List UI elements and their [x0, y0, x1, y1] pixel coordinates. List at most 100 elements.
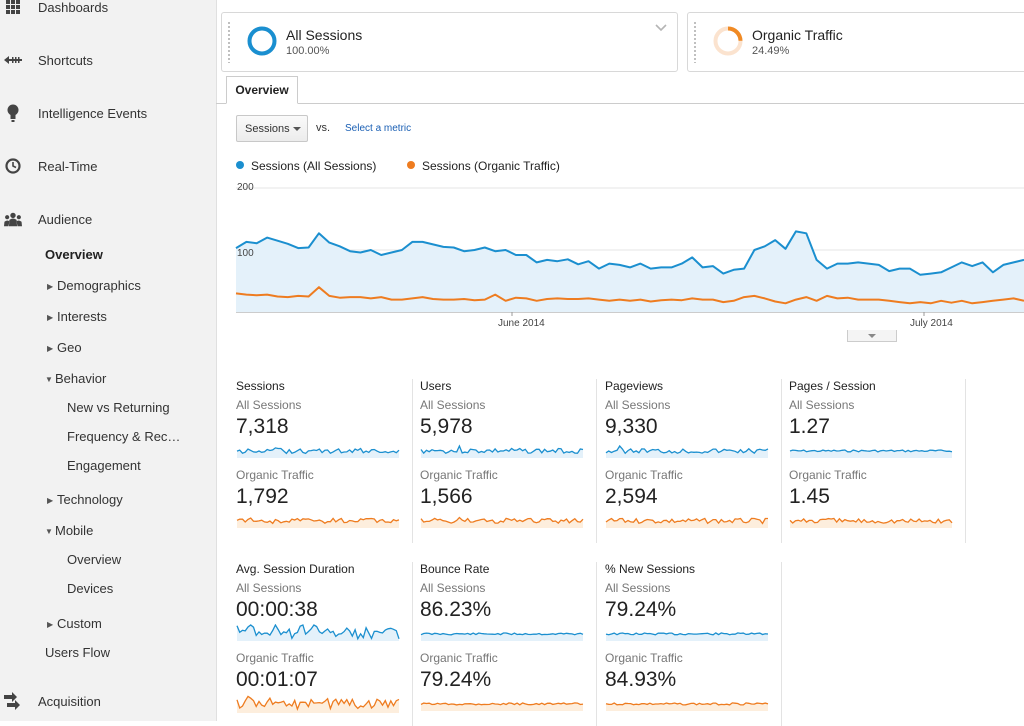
sparkline-area	[606, 518, 768, 528]
sparkline-area	[606, 446, 768, 458]
metric-value: 9,330	[605, 415, 658, 438]
metric-value: 5,978	[420, 415, 473, 438]
scorecard-sessions[interactable]: Sessions All Sessions 7,318 Organic Traf…	[236, 379, 413, 543]
segment-label: All Sessions	[420, 398, 486, 412]
metric-value: 1,566	[420, 485, 473, 508]
people-icon	[4, 210, 22, 228]
metric-dropdown[interactable]: Sessions	[236, 115, 308, 142]
sparkline-line	[420, 632, 584, 636]
segment-name: All Sessions	[286, 27, 363, 43]
metric-value: 86.23%	[420, 598, 492, 621]
collapse-arrow-icon: ▼	[45, 375, 53, 384]
sparkline-area	[421, 446, 583, 458]
series-line-all-sessions[interactable]	[235, 230, 1024, 276]
sparkline-all-sessions	[236, 447, 400, 458]
segment-card-organic-traffic[interactable]: Organic Traffic 24.49%	[687, 12, 1024, 72]
nav-behavior[interactable]: ▼ Behavior	[45, 371, 106, 386]
metric-dropdown-value: Sessions	[245, 123, 290, 135]
sparkline-line	[789, 449, 953, 453]
sparkline-all-sessions	[420, 632, 584, 641]
metric-value: 1.45	[789, 485, 830, 508]
scorecard-new-sessions[interactable]: % New Sessions All Sessions 79.24% Organ…	[605, 562, 782, 726]
segment-label: All Sessions	[789, 398, 855, 412]
scorecard-title: Users	[420, 379, 452, 393]
sparkline-area	[790, 518, 952, 528]
nav-custom[interactable]: ▶ Custom	[47, 616, 102, 631]
nav-frequency-recency[interactable]: Frequency & Rec…	[67, 429, 181, 444]
expand-arrow-icon: ▶	[47, 313, 54, 322]
nav-dashboards[interactable]: Dashboards	[0, 0, 216, 22]
nav-devices[interactable]: Devices	[67, 581, 114, 596]
scorecard-bounce-rate[interactable]: Bounce Rate All Sessions 86.23% Organic …	[420, 562, 597, 726]
scorecard-pages-per-session[interactable]: Pages / Session All Sessions 1.27 Organi…	[789, 379, 966, 543]
nav-custom-label: Custom	[57, 616, 102, 631]
sparkline-line	[605, 702, 769, 706]
scorecard-pageviews[interactable]: Pageviews All Sessions 9,330 Organic Tra…	[605, 379, 782, 543]
nav-audience-overview[interactable]: Overview	[45, 247, 103, 262]
tab-overview[interactable]: Overview	[226, 76, 298, 104]
metric-value: 84.93%	[605, 668, 677, 691]
sparkline-line	[789, 517, 953, 524]
shortcut-arrow-icon	[4, 51, 22, 69]
select-metric-link[interactable]: Select a metric	[345, 123, 412, 134]
sparkline-line	[236, 517, 400, 525]
lightbulb-icon	[4, 104, 22, 122]
scorecard-title: Pages / Session	[789, 379, 876, 393]
sparkline-line	[236, 695, 400, 712]
chevron-down-icon[interactable]	[655, 19, 667, 35]
legend-label: Sessions (Organic Traffic)	[422, 159, 560, 173]
sparkline-area	[606, 632, 768, 641]
metric-value: 79.24%	[420, 668, 492, 691]
nav-interests-label: Interests	[57, 309, 107, 324]
drag-handle[interactable]	[693, 21, 697, 63]
sparkline-all-sessions	[236, 624, 400, 641]
drag-handle[interactable]	[227, 21, 231, 63]
nav-engagement[interactable]: Engagement	[67, 458, 141, 473]
nav-mobile-label: Mobile	[55, 523, 94, 538]
nav-geo-label: Geo	[57, 340, 82, 355]
segment-ring-icon	[247, 26, 277, 56]
nav-new-vs-returning[interactable]: New vs Returning	[67, 400, 170, 415]
series-area-all-sessions	[236, 231, 1024, 312]
tab-bar	[216, 103, 1024, 104]
scorecard-users[interactable]: Users All Sessions 5,978 Organic Traffic…	[420, 379, 597, 543]
sparkline-area	[237, 696, 399, 713]
scorecard-title: Avg. Session Duration	[236, 562, 355, 576]
acquisition-arrows-icon	[4, 692, 22, 710]
nav-technology-label: Technology	[57, 492, 123, 507]
nav-real-time-label: Real-Time	[38, 158, 98, 174]
sparkline-organic	[420, 516, 584, 528]
chart-resize-handle[interactable]	[847, 330, 897, 342]
sparkline-area	[237, 625, 399, 641]
nav-real-time[interactable]: Real-Time	[0, 151, 216, 181]
nav-intelligence-events-label: Intelligence Events	[38, 105, 148, 121]
sparkline-all-sessions	[789, 449, 953, 458]
nav-users-flow[interactable]: Users Flow	[45, 645, 111, 660]
nav-mobile[interactable]: ▼ Mobile	[45, 523, 93, 538]
nav-technology[interactable]: ▶ Technology	[47, 492, 123, 507]
nav-intelligence-events[interactable]: Intelligence Events	[0, 98, 216, 128]
nav-shortcuts[interactable]: Shortcuts	[0, 45, 216, 75]
nav-geo[interactable]: ▶ Geo	[47, 340, 82, 355]
scorecard-title: % New Sessions	[605, 562, 696, 576]
sessions-line-chart[interactable]	[216, 176, 1024, 346]
scorecard-avg-session-duration[interactable]: Avg. Session Duration All Sessions 00:00…	[236, 562, 413, 726]
segment-card-all-sessions[interactable]: All Sessions 100.00%	[221, 12, 678, 72]
legend-item-organic[interactable]: Sessions (Organic Traffic)	[407, 159, 560, 173]
segment-label: All Sessions	[236, 398, 302, 412]
nav-audience[interactable]: Audience	[0, 204, 216, 234]
segment-label: Organic Traffic	[605, 468, 683, 482]
grid-icon	[4, 0, 22, 16]
expand-arrow-icon: ▶	[47, 344, 54, 353]
series-line-organic-traffic[interactable]	[235, 286, 1024, 305]
nav-demographics[interactable]: ▶ Demographics	[47, 278, 141, 293]
nav-acquisition[interactable]: Acquisition	[0, 686, 216, 716]
sparkline-organic	[236, 517, 400, 528]
legend-item-all-sessions[interactable]: Sessions (All Sessions)	[236, 159, 376, 173]
caret-down-icon	[293, 127, 301, 131]
nav-mobile-overview[interactable]: Overview	[67, 552, 122, 567]
segment-name: Organic Traffic	[752, 27, 843, 43]
metric-value: 7,318	[236, 415, 289, 438]
segment-label: All Sessions	[605, 581, 671, 595]
nav-interests[interactable]: ▶ Interests	[47, 309, 107, 324]
